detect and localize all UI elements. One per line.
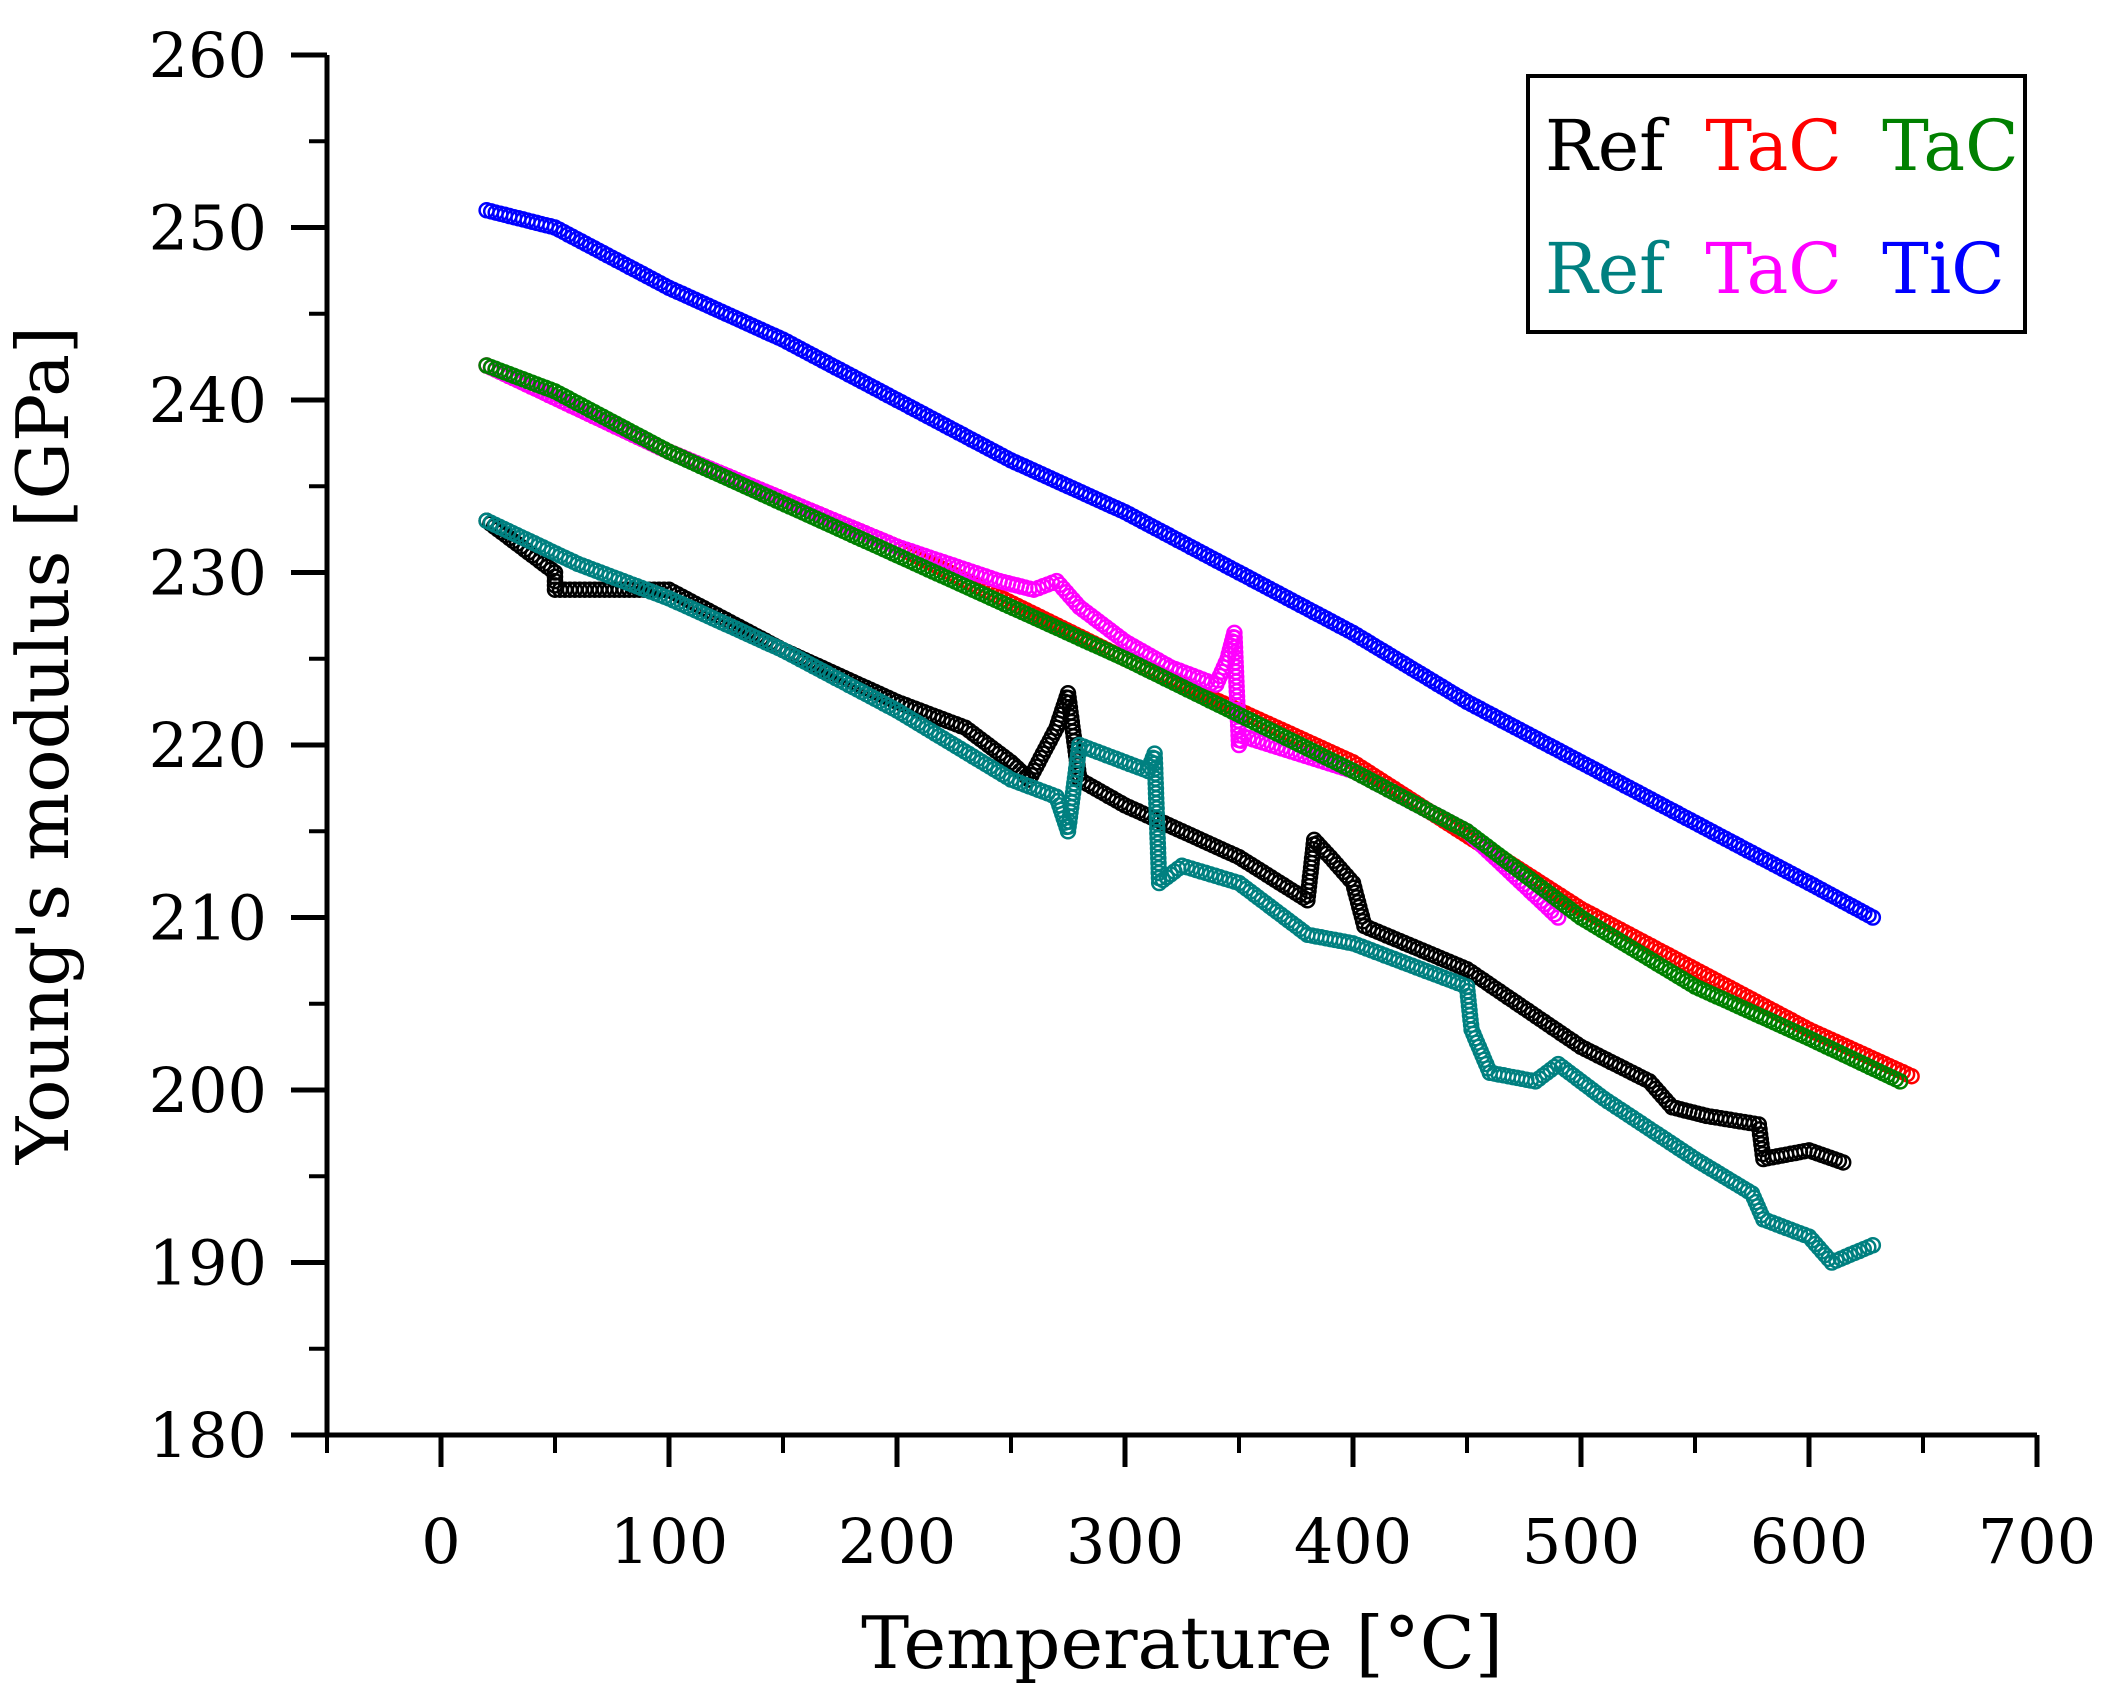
legend-tac-red: TaC — [1705, 105, 1842, 187]
legend-tac-green: TaC — [1882, 105, 2019, 187]
series-tac-green- — [478, 357, 1909, 1090]
data-point — [1546, 1058, 1563, 1076]
series-ref-teal- — [478, 512, 1882, 1271]
y-axis-title: Young's modulus [GPa] — [1, 326, 85, 1165]
ticks: 180 190 200 210 220 230 240 250 260 0 100 200 300 400… — [149, 19, 2097, 1578]
y-tick-label-200: 200 — [149, 1054, 267, 1127]
legend-tac-magenta: TaC — [1705, 228, 1842, 310]
x-tick-label-200: 200 — [838, 1505, 956, 1578]
x-tick-label-300: 300 — [1066, 1505, 1184, 1578]
series-tic — [478, 202, 1882, 926]
data-point — [1341, 871, 1358, 888]
legend-row-2: Ref TaC TiC — [1545, 228, 2005, 310]
y-tick-label-250: 250 — [149, 192, 267, 265]
legend-row-1: Ref TaC TaC — [1545, 105, 2019, 187]
data-point — [1864, 909, 1882, 926]
x-tick-label-500: 500 — [1522, 1505, 1640, 1578]
x-tick-label-100: 100 — [610, 1505, 728, 1578]
y-tick-label-180: 180 — [149, 1399, 267, 1472]
legend: Ref TaC TaC Ref TaC TiC — [1526, 74, 2027, 334]
y-tick-label-210: 210 — [149, 882, 267, 955]
data-point — [1864, 1237, 1882, 1254]
series-tac-magenta- — [478, 357, 1567, 926]
y-tick-label-190: 190 — [149, 1227, 267, 1300]
series-layer — [478, 202, 1920, 1271]
x-tick-label-0: 0 — [421, 1505, 460, 1578]
y-tick-label-240: 240 — [149, 364, 267, 437]
x-tick-label-600: 600 — [1750, 1505, 1868, 1578]
legend-box — [1526, 74, 2027, 334]
x-tick-label-400: 400 — [1294, 1505, 1412, 1578]
x-tick-label-700: 700 — [1978, 1505, 2096, 1578]
y-tick-label-230: 230 — [149, 537, 267, 610]
x-axis-title: Temperature [°C] — [861, 1601, 1503, 1685]
data-point — [1820, 1250, 1837, 1268]
legend-ref-teal: Ref — [1545, 228, 1670, 310]
legend-tic-blue: TiC — [1882, 228, 2005, 310]
data-point — [1891, 1073, 1909, 1090]
legend-ref-black: Ref — [1545, 105, 1670, 187]
data-point — [1549, 909, 1567, 926]
data-point — [1834, 1154, 1852, 1171]
y-tick-label-220: 220 — [149, 709, 267, 782]
y-tick-label-260: 260 — [149, 19, 267, 92]
